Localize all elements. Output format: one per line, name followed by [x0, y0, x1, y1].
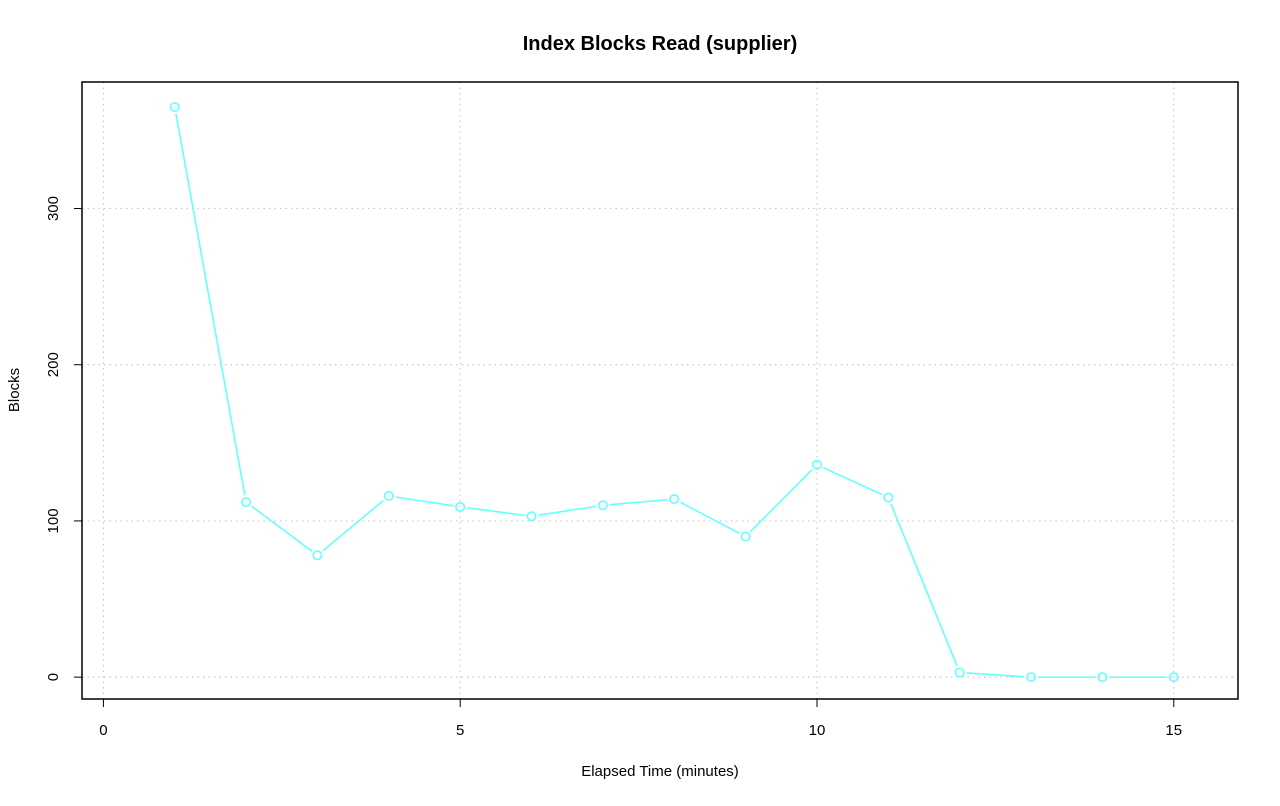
data-point [1097, 672, 1108, 683]
y-axis-label: Blocks [6, 368, 23, 412]
series-layer [169, 101, 1179, 683]
grid-lines [82, 82, 1238, 699]
x-axis-label: Elapsed Time (minutes) [581, 763, 739, 780]
x-tick-label: 15 [1165, 722, 1182, 739]
data-point [1168, 672, 1179, 683]
series-line-segment [538, 505, 597, 516]
x-tick-label: 10 [809, 722, 826, 739]
axes: 0 5 10 15 0 100 200 300 [45, 196, 1182, 739]
y-tick-label: 300 [45, 196, 62, 221]
series-line-segment [823, 466, 883, 496]
y-tick-label: 100 [45, 508, 62, 533]
x-tick-label: 5 [456, 722, 464, 739]
data-point [1026, 672, 1037, 683]
series-line-segment [680, 501, 740, 535]
series-line-segment [966, 672, 1025, 678]
data-point [883, 492, 894, 503]
series-line-segment [175, 113, 246, 496]
series-line-segment [395, 496, 454, 507]
y-tick-label: 0 [45, 673, 62, 681]
data-point [241, 497, 252, 508]
series-line-segment [609, 498, 668, 506]
data-point [669, 494, 680, 505]
chart-title: Index Blocks Read (supplier) [523, 33, 798, 55]
series-line-segment [467, 506, 525, 517]
series-line-segment [749, 469, 813, 533]
series-line-segment [251, 505, 313, 552]
data-point [169, 101, 180, 112]
data-point [597, 500, 608, 511]
x-tick-label: 0 [99, 722, 107, 739]
data-point [526, 511, 537, 522]
plot-frame [81, 81, 1239, 700]
data-point [312, 550, 323, 561]
series-line-segment [322, 499, 384, 552]
data-point [811, 459, 822, 470]
data-point [383, 490, 394, 501]
data-point [954, 667, 965, 678]
data-point [455, 501, 466, 512]
series-line-segment [890, 503, 958, 667]
data-point [740, 531, 751, 542]
y-tick-label: 200 [45, 352, 62, 377]
